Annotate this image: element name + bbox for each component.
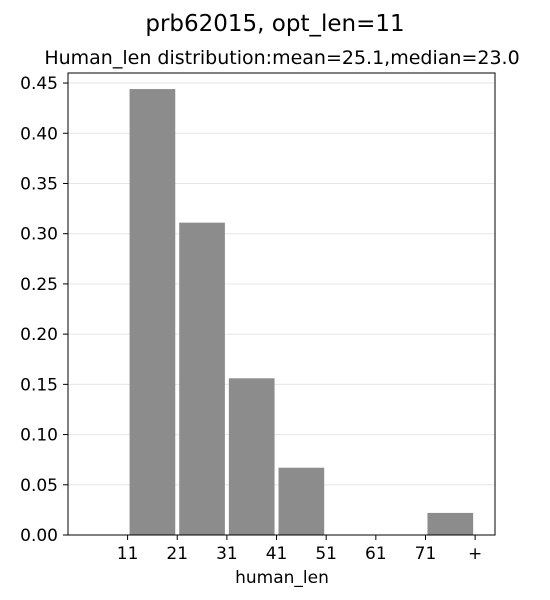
x-axis-label: human_len: [235, 568, 329, 588]
x-tick-label: 31: [216, 544, 238, 564]
bar-+: [427, 512, 474, 535]
x-tick-label: 51: [315, 544, 337, 564]
y-tick-label: 0.20: [20, 325, 58, 345]
y-tick-label: 0.45: [20, 74, 58, 94]
y-axis-ticks: 0.00 0.05 0.10 0.15 0.20 0.25 0.30 0.35 0.40 0.45: [20, 74, 68, 546]
plot-frame: [67, 72, 496, 536]
bar-21: [129, 89, 176, 535]
y-tick-label: 0.35: [20, 174, 58, 194]
y-tick-label: 0.30: [20, 225, 58, 245]
x-tick-label: 71: [415, 544, 437, 564]
y-tick-label: 0.25: [20, 275, 58, 295]
chart-title: prb62015, opt_len=11: [145, 11, 404, 37]
x-tick-label: 41: [266, 544, 288, 564]
y-tick-label: 0.15: [20, 375, 58, 395]
x-tick-label: 11: [117, 544, 139, 564]
bar-31: [179, 222, 225, 535]
y-tick-label: 0.00: [20, 526, 58, 546]
y-tick-label: 0.05: [20, 476, 58, 496]
bar-51: [278, 467, 325, 535]
bars: [129, 89, 474, 535]
x-tick-label: +: [468, 544, 482, 564]
x-tick-label: 61: [365, 544, 387, 564]
y-tick-label: 0.10: [20, 426, 58, 446]
y-tick-label: 0.40: [20, 124, 58, 144]
x-tick-label: 21: [166, 544, 188, 564]
chart-subtitle: Human_len distribution:mean=25.1,median=…: [44, 47, 519, 69]
x-axis-ticks: 11 21 31 41 51 61 71 +: [117, 535, 482, 564]
bar-41: [228, 378, 275, 535]
